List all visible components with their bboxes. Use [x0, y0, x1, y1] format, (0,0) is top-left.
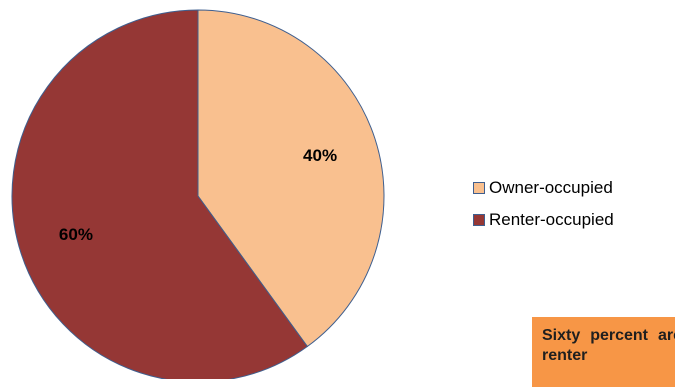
legend-label-owner-occupied: Owner-occupied [489, 178, 613, 197]
pie-slices [11, 9, 385, 379]
pie-slice-owner-occupied [197, 9, 385, 348]
data-label-owner-occupied: 40% [303, 146, 337, 165]
pie-chart: 40% 60% [11, 9, 385, 379]
data-label-renter-occupied: 60% [59, 225, 93, 244]
chart-legend: Owner-occupied Renter-occupied [473, 176, 614, 240]
legend-label-renter-occupied: Renter-occupied [489, 210, 614, 229]
callout-box: Sixty percent are renter [532, 317, 675, 387]
legend-item-renter-occupied: Renter-occupied [473, 208, 614, 232]
pie-data-labels: 40% 60% [59, 146, 337, 244]
legend-swatch-owner-occupied [473, 182, 485, 194]
callout-text: Sixty percent are renter [542, 327, 675, 364]
legend-swatch-renter-occupied [473, 214, 485, 226]
legend-item-owner-occupied: Owner-occupied [473, 176, 614, 200]
pie-slice-renter-occupied [11, 9, 309, 379]
